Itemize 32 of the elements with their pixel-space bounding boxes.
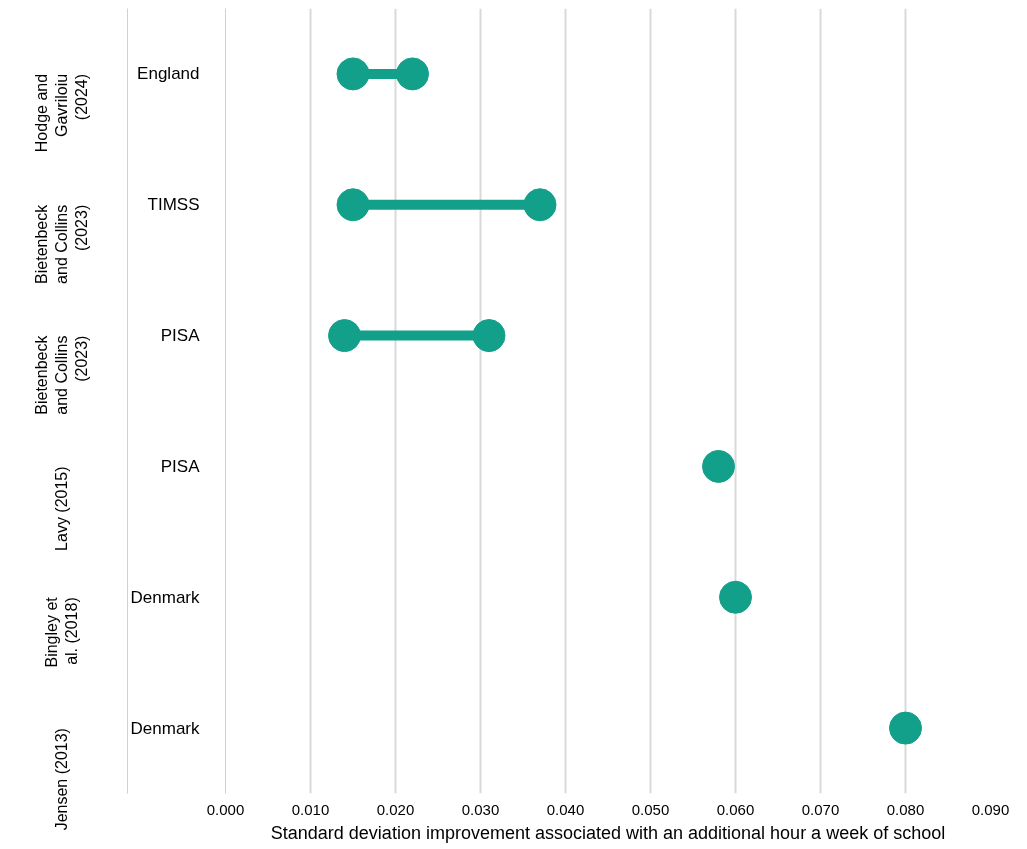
x-tick-label: 0.060 bbox=[716, 800, 755, 818]
point bbox=[523, 188, 557, 222]
text: Bingley et al. (2018) bbox=[42, 596, 81, 668]
x-tick-label: 0.080 bbox=[886, 800, 925, 818]
x-tick-label: 0.030 bbox=[461, 800, 500, 818]
y-tick-label: PISA bbox=[160, 326, 201, 346]
point bbox=[702, 449, 735, 483]
y-tick-label: PISA bbox=[160, 456, 201, 476]
y-tick-label: England bbox=[137, 64, 200, 84]
point bbox=[336, 188, 370, 222]
point bbox=[396, 57, 429, 91]
x-tick-label: 0.040 bbox=[546, 800, 585, 818]
point bbox=[336, 57, 370, 91]
x-axis-title: Standard deviation improvement associated with an additional hour a week of school bbox=[270, 822, 946, 843]
point bbox=[328, 319, 361, 353]
x-tick-label: 0.010 bbox=[291, 800, 330, 818]
x-tick-label: 0.090 bbox=[971, 800, 1010, 818]
point bbox=[472, 319, 506, 353]
x-tick-label: 0.000 bbox=[206, 800, 245, 818]
text: Bietenbeck and Collins (2023) bbox=[32, 334, 91, 415]
y-tick-label: Denmark bbox=[130, 587, 200, 607]
point bbox=[719, 580, 752, 614]
text: Jensen (2013) bbox=[53, 728, 70, 831]
y-tick-label: TIMSS bbox=[147, 195, 200, 215]
x-tick-label: 0.070 bbox=[801, 800, 840, 818]
y-tick-label: Denmark bbox=[130, 718, 200, 738]
x-tick-label: 0.020 bbox=[376, 800, 415, 818]
point bbox=[889, 711, 922, 745]
text: Bietenbeck and Collins (2023) bbox=[32, 203, 91, 284]
text: Hodge and Gavriloiu (2024) bbox=[32, 73, 91, 153]
text: Lavy (2015) bbox=[53, 466, 70, 551]
x-tick-label: 0.050 bbox=[631, 800, 670, 818]
